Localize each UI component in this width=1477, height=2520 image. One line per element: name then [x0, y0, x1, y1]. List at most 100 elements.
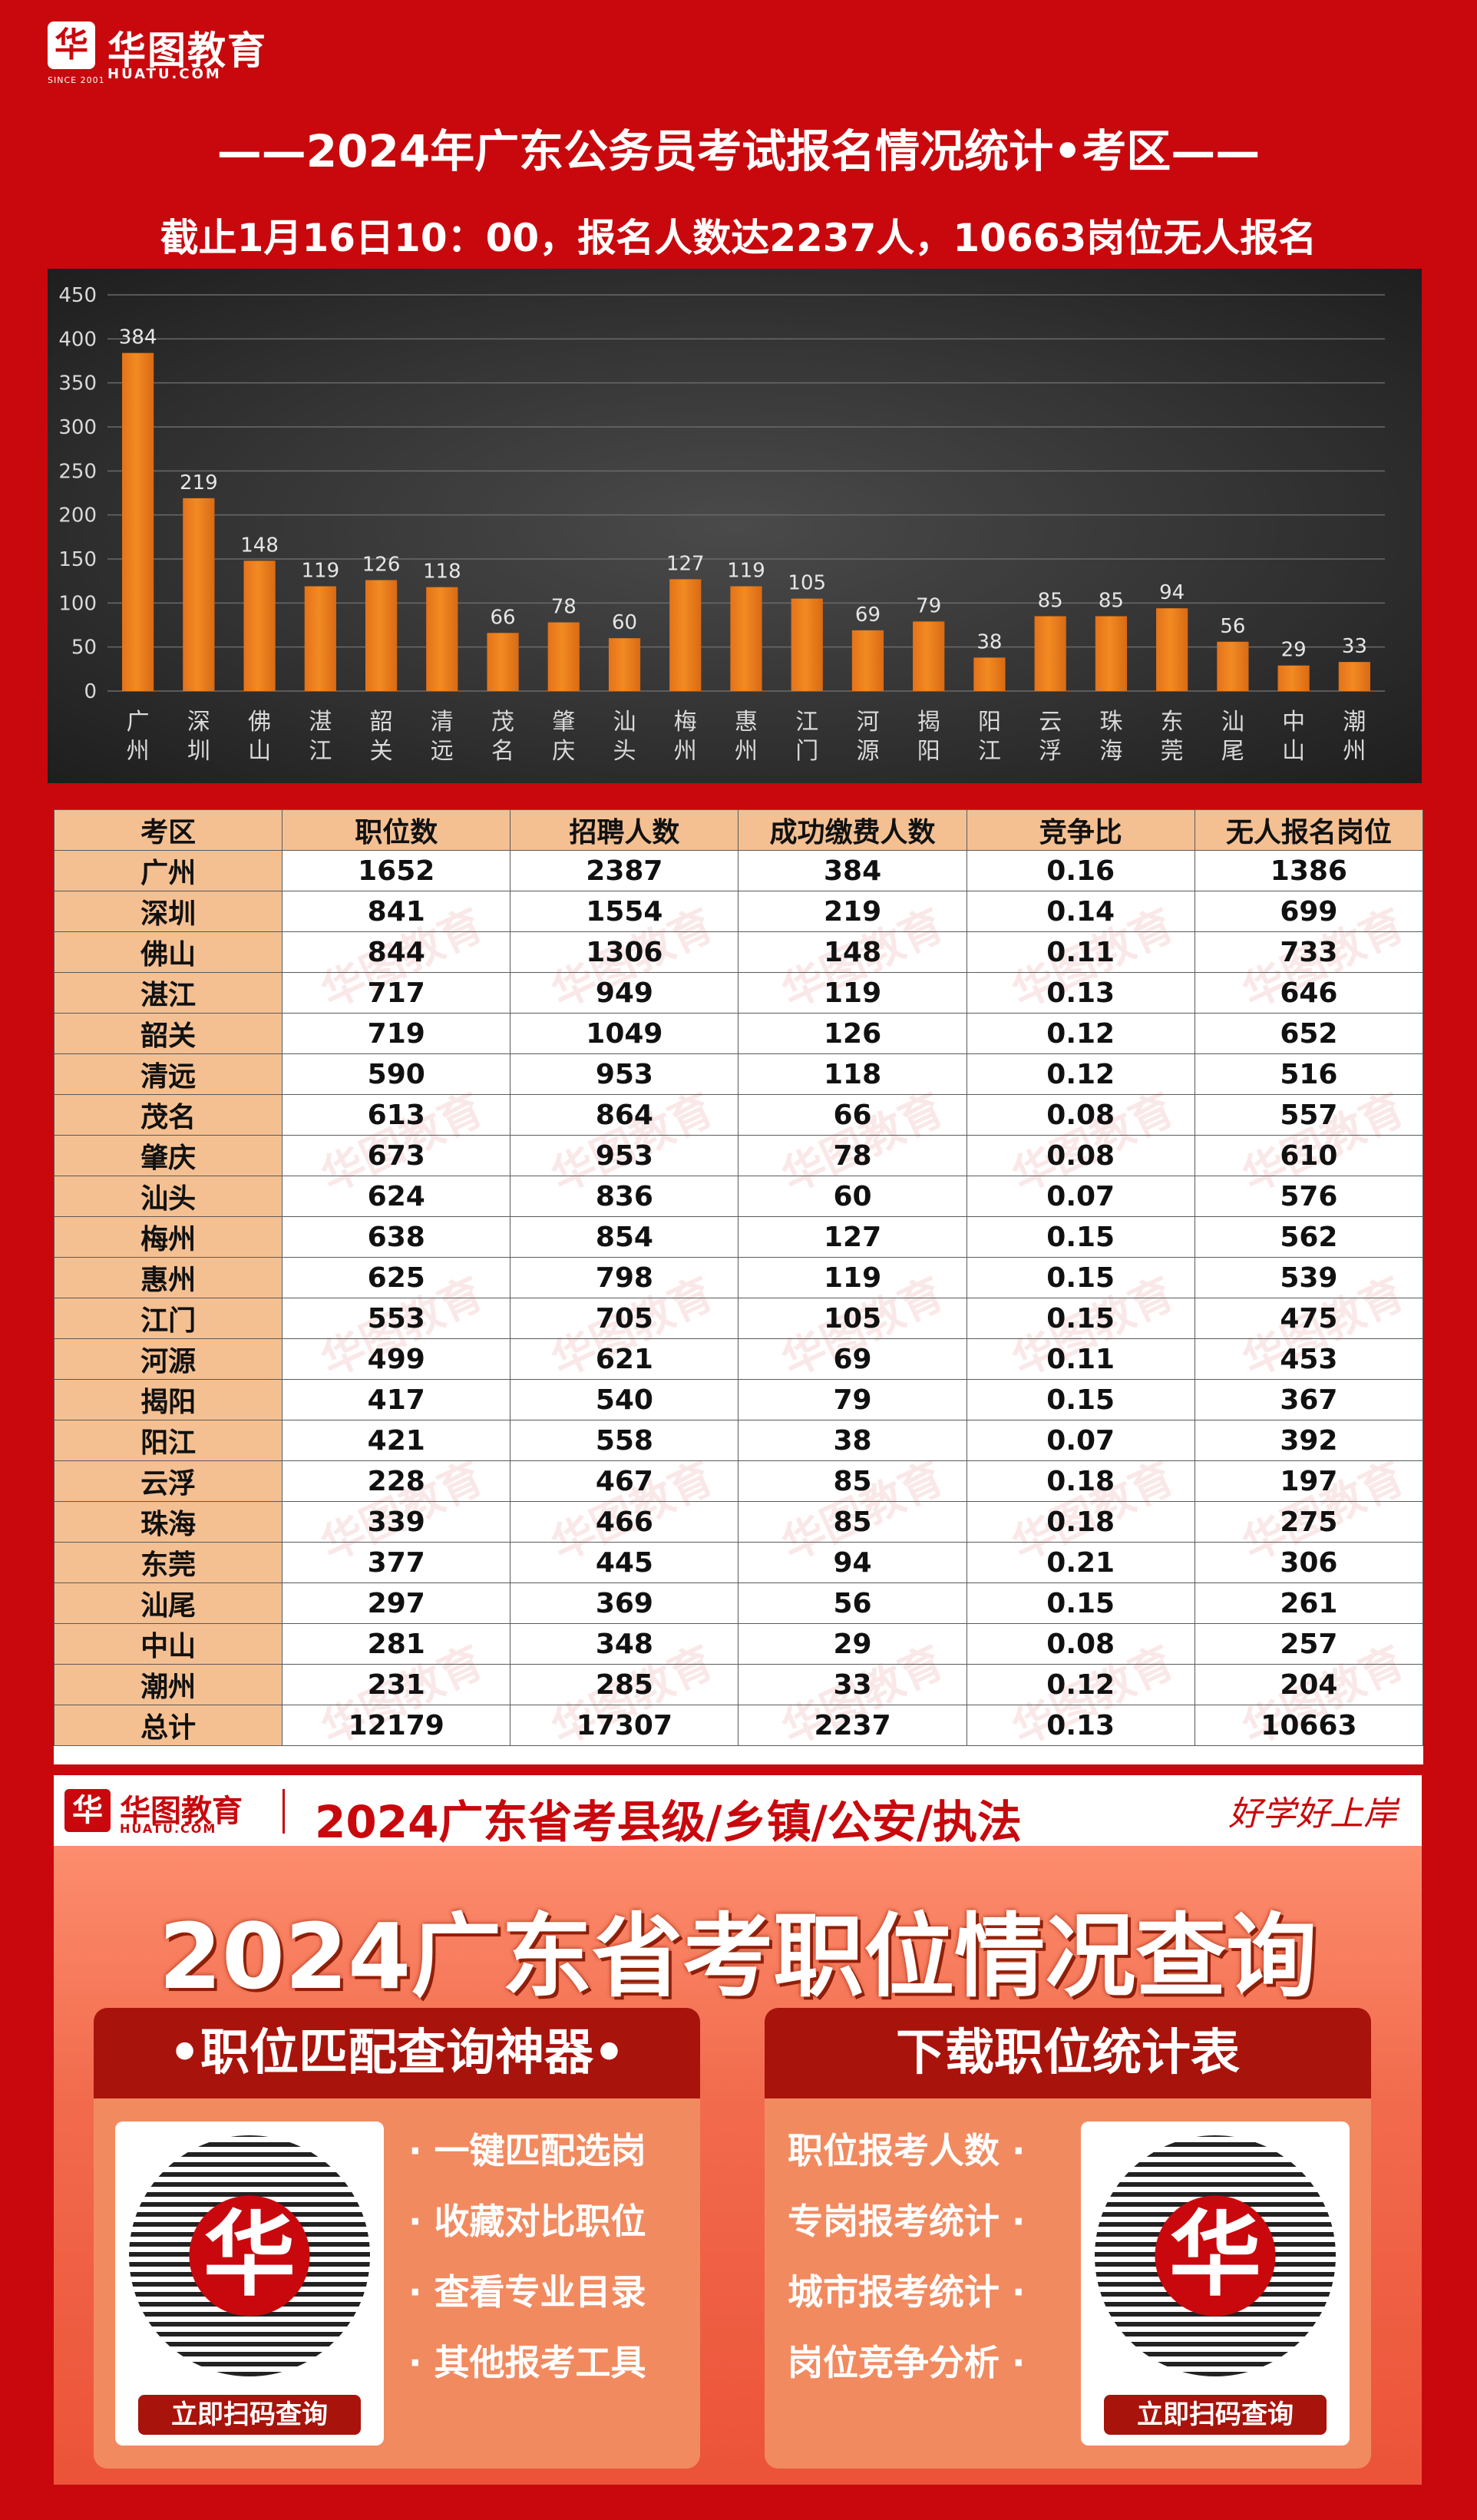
value-cell: 2237 [738, 1705, 967, 1746]
data-label: 148 [240, 534, 279, 557]
value-cell: 0.15 [966, 1257, 1195, 1298]
value-cell: 79 [738, 1379, 967, 1420]
promo-banner[interactable]: 华 华图教育 HUATU.COM 2024广东省考县级/乡镇/公安/执法 好学好… [54, 1775, 1422, 2485]
download-stats-card[interactable]: 下载职位统计表 职位报考人数 · 专岗报考统计 · 城市报考统计 · 岗位竞争分… [765, 2008, 1371, 2469]
y-tick-label: 50 [71, 637, 97, 660]
value-cell: 85 [738, 1501, 967, 1543]
value-cell: 0.14 [966, 891, 1195, 932]
value-cell: 219 [738, 891, 967, 932]
area-cell: 云浮 [53, 1460, 283, 1502]
value-cell: 798 [510, 1257, 739, 1298]
value-cell: 126 [738, 1013, 967, 1054]
x-tick-label: 尾 [1221, 738, 1244, 765]
table-row: 湛江 717 949 119 0.13 646 [53, 972, 1424, 1014]
area-cell: 茂名 [53, 1094, 283, 1136]
qr-code-left[interactable]: 华 立即扫码查询 [115, 2121, 384, 2446]
x-tick-label: 潮 [1343, 709, 1366, 736]
value-cell: 953 [510, 1053, 739, 1095]
promo-logo-sub: HUATU.COM [120, 1821, 217, 1836]
scan-query-button-right[interactable]: 立即扫码查询 [1104, 2395, 1327, 2435]
value-cell: 613 [282, 1094, 511, 1136]
value-cell: 673 [282, 1135, 511, 1176]
value-cell: 297 [282, 1582, 511, 1624]
data-label: 94 [1159, 581, 1185, 604]
x-tick-label: 清 [431, 709, 454, 736]
value-cell: 949 [510, 972, 739, 1014]
x-tick-label: 江 [309, 738, 332, 765]
area-cell: 阳江 [53, 1420, 283, 1461]
table-row: 惠州 625 798 119 0.15 539 [53, 1257, 1424, 1298]
y-tick-label: 300 [58, 416, 97, 439]
table-row: 云浮 228 467 85 0.18 197 [53, 1460, 1424, 1502]
bar-清远 [426, 587, 458, 691]
x-tick-label: 汕 [1221, 709, 1244, 736]
value-cell: 719 [282, 1013, 511, 1054]
table-row: 茂名 613 864 66 0.08 557 [53, 1094, 1424, 1136]
value-cell: 624 [282, 1176, 511, 1217]
value-cell: 204 [1194, 1664, 1424, 1705]
value-cell: 38 [738, 1420, 967, 1461]
value-cell: 844 [282, 931, 511, 973]
value-cell: 610 [1194, 1135, 1424, 1176]
column-header: 成功缴费人数 [738, 809, 967, 851]
x-tick-label: 梅 [674, 709, 697, 736]
bar-阳江 [973, 657, 1006, 691]
value-cell: 339 [282, 1501, 511, 1543]
column-header: 竞争比 [966, 809, 1195, 851]
huatu-logo-icon: 华 [48, 21, 95, 69]
column-header: 考区 [53, 809, 283, 851]
data-label: 219 [180, 471, 218, 494]
value-cell: 60 [738, 1176, 967, 1217]
table-row: 梅州 638 854 127 0.15 562 [53, 1216, 1424, 1258]
data-label: 126 [362, 554, 401, 577]
value-cell: 392 [1194, 1420, 1424, 1461]
data-label: 118 [423, 561, 461, 584]
value-cell: 652 [1194, 1013, 1424, 1054]
area-cell: 江门 [53, 1298, 283, 1339]
bar-茂名 [487, 633, 519, 691]
value-cell: 85 [738, 1460, 967, 1502]
value-cell: 118 [738, 1053, 967, 1095]
x-tick-label: 东 [1161, 709, 1184, 736]
qr-code-right[interactable]: 华 立即扫码查询 [1081, 2121, 1350, 2446]
value-cell: 0.21 [966, 1542, 1195, 1583]
x-tick-label: 汕 [613, 709, 636, 736]
feature-item: · 其他报考工具 [408, 2342, 646, 2383]
feature-item: 职位报考人数 · [788, 2130, 1026, 2171]
bar-广州 [122, 352, 154, 691]
value-cell: 0.15 [966, 1298, 1195, 1339]
feature-item: 专岗报考统计 · [788, 2201, 1026, 2242]
area-cell: 广州 [53, 850, 283, 891]
value-cell: 0.12 [966, 1053, 1195, 1095]
value-cell: 0.16 [966, 850, 1195, 891]
value-cell: 66 [738, 1094, 967, 1136]
column-header: 无人报名岗位 [1194, 809, 1424, 851]
value-cell: 261 [1194, 1582, 1424, 1624]
x-tick-label: 莞 [1161, 738, 1184, 765]
value-cell: 562 [1194, 1216, 1424, 1258]
value-cell: 445 [510, 1542, 739, 1583]
bar-chart-svg: 0 50 100 150 200 250 300 350 400 450 384 广州 219 深圳 148… [58, 284, 1385, 765]
qr-code-icon: 华 [1095, 2135, 1336, 2376]
value-cell: 733 [1194, 931, 1424, 973]
bar-深圳 [183, 498, 215, 691]
x-tick-label: 湛 [309, 709, 332, 736]
brand-since: SINCE 2001 [48, 75, 105, 85]
value-cell: 0.07 [966, 1176, 1195, 1217]
value-cell: 539 [1194, 1257, 1424, 1298]
x-tick-label: 江 [978, 738, 1001, 765]
x-tick-label: 山 [248, 738, 271, 765]
data-label: 119 [302, 560, 340, 583]
value-cell: 228 [282, 1460, 511, 1502]
value-cell: 0.13 [966, 972, 1195, 1014]
value-cell: 499 [282, 1338, 511, 1380]
value-cell: 540 [510, 1379, 739, 1420]
job-match-card[interactable]: •职位匹配查询神器• 华 立即扫码查询 · 一键匹配选岗 · 收藏对比职位 · … [94, 2008, 700, 2469]
value-cell: 638 [282, 1216, 511, 1258]
scan-query-button-left[interactable]: 立即扫码查询 [138, 2395, 361, 2435]
x-tick-label: 头 [613, 738, 636, 765]
value-cell: 275 [1194, 1501, 1424, 1543]
table-row: 汕尾 297 369 56 0.15 261 [53, 1582, 1424, 1624]
value-cell: 12179 [282, 1705, 511, 1746]
value-cell: 119 [738, 1257, 967, 1298]
